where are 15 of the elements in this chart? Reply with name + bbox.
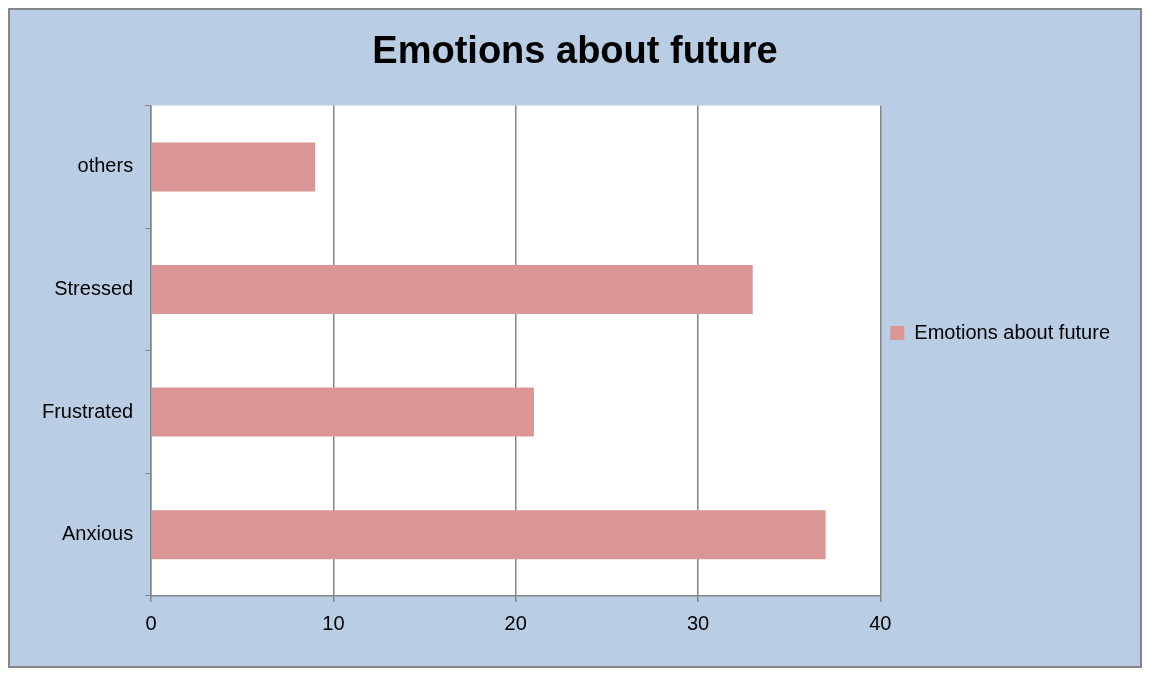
y-tick-label: Stressed <box>54 277 134 300</box>
bar <box>151 387 534 437</box>
y-tick-label: others <box>77 154 134 177</box>
x-tick-label: 20 <box>504 611 527 634</box>
x-tick-label: 10 <box>322 611 345 634</box>
y-tick-label: Anxious <box>61 522 134 545</box>
x-tick-label: 40 <box>869 611 892 634</box>
bar <box>151 142 316 192</box>
bar <box>151 264 753 315</box>
legend-label: Emotions about future <box>914 320 1111 343</box>
chart-title: Emotions about future <box>372 29 778 72</box>
x-tick-label: 0 <box>145 611 157 634</box>
y-tick-label: Frustrated <box>41 399 134 422</box>
x-tick-label: 30 <box>686 611 710 634</box>
bar <box>151 510 826 560</box>
